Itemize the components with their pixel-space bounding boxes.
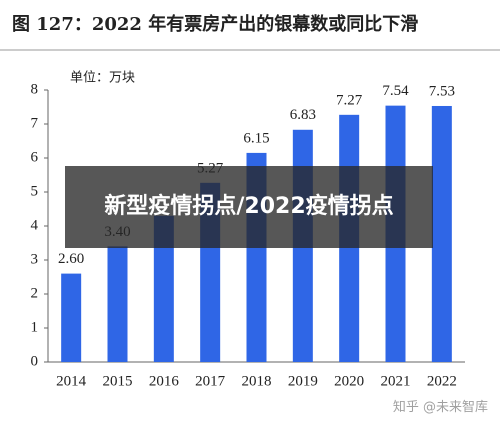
x-tick-label: 2015: [103, 373, 133, 389]
value-label: 7.54: [382, 83, 409, 99]
x-tick-label: 2021: [381, 373, 411, 389]
overlay-banner: 新型疫情拐点/2022疫情拐点: [65, 166, 433, 248]
x-tick-label: 2022: [427, 373, 457, 389]
value-label: 7.53: [429, 83, 455, 99]
value-label: 2.60: [58, 251, 84, 267]
x-tick-label: 2018: [242, 373, 272, 389]
x-tick-label: 2016: [149, 373, 180, 389]
x-tick-label: 2019: [288, 373, 318, 389]
y-tick-label: 2: [31, 285, 39, 301]
y-tick-label: 4: [31, 217, 39, 233]
y-tick-label: 3: [31, 251, 39, 267]
y-tick-label: 6: [31, 149, 39, 165]
y-tick-label: 8: [31, 81, 39, 97]
value-label: 6.15: [243, 130, 269, 146]
x-tick-label: 2017: [195, 373, 226, 389]
bar: [107, 246, 128, 362]
watermark: 知乎 @未来智库: [392, 400, 488, 415]
value-label: 6.83: [290, 107, 316, 123]
bar: [153, 215, 174, 362]
x-tick-label: 2020: [334, 373, 364, 389]
bar: [431, 105, 452, 362]
y-tick-label: 0: [31, 353, 39, 369]
bar: [61, 273, 82, 362]
value-label: 7.27: [336, 92, 363, 108]
y-tick-label: 1: [31, 319, 39, 335]
y-tick-label: 7: [31, 115, 39, 131]
y-tick-label: 5: [31, 183, 39, 199]
x-tick-label: 2014: [56, 373, 87, 389]
chart-title: 图 127：2022 年有票房产出的银幕数或同比下滑: [12, 13, 418, 35]
unit-label: 单位：万块: [70, 71, 135, 86]
